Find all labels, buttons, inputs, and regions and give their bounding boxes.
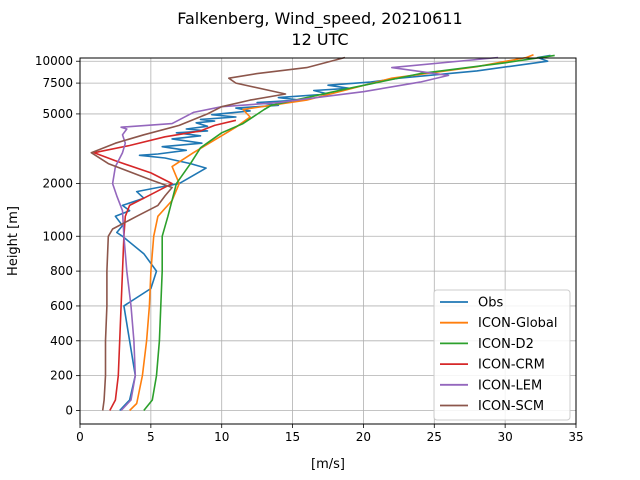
chart-subtitle: 12 UTC — [291, 30, 348, 49]
x-tick-label: 30 — [498, 430, 513, 444]
y-tick-label: 1000 — [42, 229, 73, 243]
y-tick-label: 2000 — [42, 177, 73, 191]
y-axis-label: Height [m] — [6, 206, 21, 276]
series-line-icon-crm — [93, 119, 237, 411]
x-tick-label: 15 — [285, 430, 300, 444]
y-tick-label: 5000 — [42, 107, 73, 121]
x-tick-label: 20 — [356, 430, 371, 444]
legend: Obs ICON-Global ICON-D2 ICON-CRM ICON-LEM ICO… — [433, 289, 571, 421]
x-tick-label: 10 — [214, 430, 229, 444]
series-line-obs — [114, 54, 551, 412]
series-line-icon-scm — [90, 56, 346, 411]
y-tick-label: 400 — [50, 334, 73, 348]
legend-label: ICON-Global — [478, 316, 558, 331]
y-tick-label: 0 — [65, 404, 73, 418]
series-line-icon-lem — [111, 56, 499, 412]
x-tick-label: 5 — [147, 430, 155, 444]
chart-title: Falkenberg, Wind_speed, 20210611 — [177, 9, 462, 29]
y-tick-label: 10000 — [35, 54, 73, 68]
series-lines — [90, 53, 555, 412]
x-tick-label: 35 — [568, 430, 583, 444]
legend-label: Obs — [478, 296, 503, 311]
x-tick-label: 0 — [76, 430, 84, 444]
legend-label: ICON-LEM — [478, 378, 542, 393]
y-tick-label: 600 — [50, 299, 73, 313]
x-tick-label: 25 — [427, 430, 442, 444]
axis-ticks: 0 5 10 15 20 25 30 35 0 200 400 600 800 1000 2000 5000 7… — [35, 54, 584, 444]
legend-label: ICON-CRM — [478, 358, 545, 373]
plot-frame — [79, 57, 577, 425]
y-tick-label: 200 — [50, 369, 73, 383]
legend-label: ICON-SCM — [478, 399, 544, 414]
y-tick-label: 7500 — [42, 76, 73, 90]
legend-label: ICON-D2 — [478, 337, 534, 352]
series-line-icon-d2 — [143, 54, 555, 412]
x-axis-label: [m/s] — [311, 457, 345, 472]
y-tick-label: 800 — [50, 264, 73, 278]
